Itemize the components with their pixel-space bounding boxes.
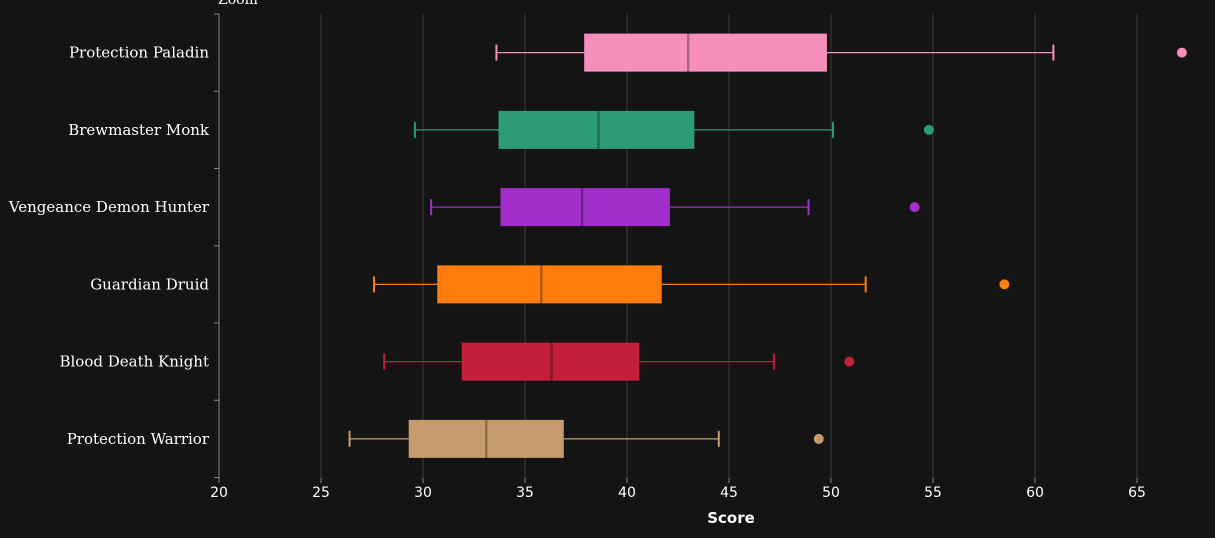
outlier-point bbox=[999, 279, 1010, 290]
iqr-box bbox=[408, 419, 564, 458]
x-tick-labels: 20 25 30 35 40 45 50 55 60 65 bbox=[210, 485, 1146, 501]
x-tick-label: 40 bbox=[618, 485, 636, 501]
category-label: Vengeance Demon Hunter bbox=[8, 198, 210, 216]
iqr-box bbox=[498, 110, 695, 149]
category-labels: Protection Paladin Brewmaster Monk Vengean… bbox=[8, 44, 210, 448]
box-group bbox=[413, 110, 934, 149]
iqr-box bbox=[500, 188, 670, 227]
axes bbox=[214, 13, 1138, 483]
box-group bbox=[495, 33, 1187, 72]
box-group bbox=[430, 188, 920, 227]
box-group bbox=[348, 419, 824, 458]
category-label: Protection Paladin bbox=[69, 44, 209, 62]
x-tick-label: 35 bbox=[516, 485, 534, 501]
x-tick-label: 55 bbox=[924, 485, 942, 501]
x-tick-label: 20 bbox=[210, 485, 228, 501]
x-tick-label: 45 bbox=[720, 485, 738, 501]
category-label: Brewmaster Monk bbox=[68, 121, 210, 139]
outlier-point bbox=[1176, 47, 1187, 58]
outlier-point bbox=[923, 124, 934, 135]
box-series bbox=[348, 33, 1187, 458]
outlier-point bbox=[813, 433, 824, 444]
grid-lines bbox=[320, 14, 1138, 478]
category-label: Protection Warrior bbox=[67, 430, 210, 448]
x-axis-title: Score bbox=[707, 509, 755, 527]
category-label: Blood Death Knight bbox=[59, 353, 209, 371]
x-tick-label: 30 bbox=[414, 485, 432, 501]
x-tick-label: 50 bbox=[822, 485, 840, 501]
x-tick-label: 25 bbox=[312, 485, 330, 501]
iqr-box bbox=[584, 33, 827, 72]
iqr-box bbox=[461, 342, 640, 381]
outlier-point bbox=[909, 202, 920, 213]
x-tick-label: 60 bbox=[1026, 485, 1044, 501]
box-group bbox=[373, 265, 1010, 304]
x-tick-label: 65 bbox=[1128, 485, 1146, 501]
category-label: Guardian Druid bbox=[90, 275, 209, 293]
partial-top-label: Zoom bbox=[218, 0, 258, 8]
box-group bbox=[383, 342, 855, 381]
iqr-box bbox=[437, 265, 662, 304]
outlier-point bbox=[844, 356, 855, 367]
